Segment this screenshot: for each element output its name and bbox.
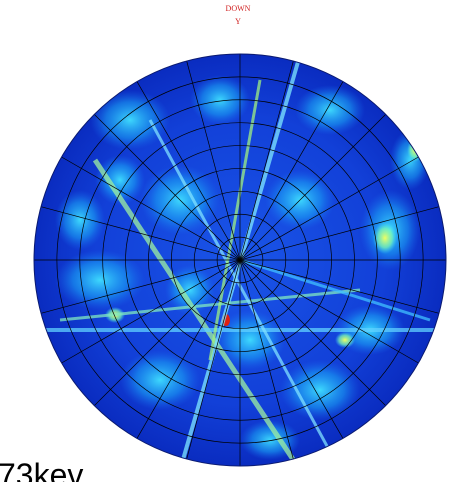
streak — [239, 258, 431, 322]
intensity-blob — [190, 75, 250, 125]
intensity-blob — [215, 310, 285, 370]
streak — [208, 79, 262, 361]
intensity-blob — [280, 360, 360, 420]
intensity-blob — [95, 155, 145, 205]
hot-spot — [373, 222, 397, 254]
axis-label: Y — [235, 17, 241, 26]
intensity-blob — [295, 85, 365, 135]
map-border — [33, 53, 447, 467]
direction-label: DOWN — [226, 4, 251, 13]
polar-grid — [34, 54, 446, 466]
energy-caption: 73kev — [0, 457, 83, 482]
streak — [59, 288, 361, 322]
intensity-blob — [55, 250, 145, 310]
intensity-blob — [55, 190, 105, 250]
grid-spoke — [40, 206, 440, 314]
hot-spot — [407, 138, 423, 162]
map — [34, 54, 446, 466]
intensity-blob — [90, 90, 170, 150]
streak — [148, 119, 342, 466]
intensity-blob — [165, 265, 215, 315]
intensity-blob — [390, 130, 430, 190]
hot-spot — [335, 332, 355, 348]
intensity-blob — [120, 350, 200, 410]
